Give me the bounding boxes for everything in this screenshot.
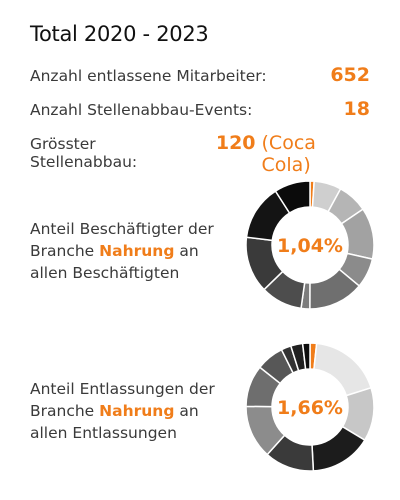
donut1-caption-branche: Branche [30, 242, 95, 260]
donut1-center-label: 1,04% [277, 235, 343, 257]
donut1-slice-10 [274, 180, 311, 215]
employees-label: Anzahl entlassene Mitarbeiter: [30, 67, 267, 85]
donut1-caption-line3: allen Beschäftigten [30, 264, 180, 282]
donut2-slice-10 [301, 342, 311, 371]
donut2-center-label: 1,66% [277, 397, 343, 419]
stat-row-employees: Anzahl entlassene Mitarbeiter: 652 [30, 64, 370, 86]
donut1-caption-highlight: Nahrung [99, 242, 175, 260]
events-label: Anzahl Stellenabbau-Events: [30, 101, 253, 119]
donut-chart-employees: 1,04% [245, 180, 375, 310]
donut2-caption-line3: allen Entlassungen [30, 424, 177, 442]
events-value: 18 [343, 98, 370, 120]
stat-row-largest: Grösster Stellenabbau: 120 (Coca Cola) [30, 132, 370, 176]
donut2-slice-1 [313, 342, 373, 397]
donut2-caption-branche: Branche [30, 402, 95, 420]
stat-row-events: Anzahl Stellenabbau-Events: 18 [30, 98, 370, 120]
donut2-caption: Anteil Entlassungen der Branche Nahrung … [30, 378, 240, 444]
largest-company: (Coca Cola) [261, 132, 316, 176]
largest-value: 120 [215, 132, 256, 154]
donut2-caption-suffix: an [179, 402, 199, 420]
largest-label: Grösster Stellenabbau: [30, 135, 138, 171]
donut2-caption-highlight: Nahrung [99, 402, 175, 420]
employees-value: 652 [330, 64, 370, 86]
donut1-caption: Anteil Beschäftigter der Branche Nahrung… [30, 218, 240, 284]
donut-chart-layoffs: 1,66% [245, 342, 375, 472]
donut2-caption-line1: Anteil Entlassungen der [30, 380, 215, 398]
donut1-caption-line1: Anteil Beschäftigter der [30, 220, 214, 238]
donut1-caption-suffix: an [179, 242, 199, 260]
page-title: Total 2020 - 2023 [30, 22, 209, 46]
